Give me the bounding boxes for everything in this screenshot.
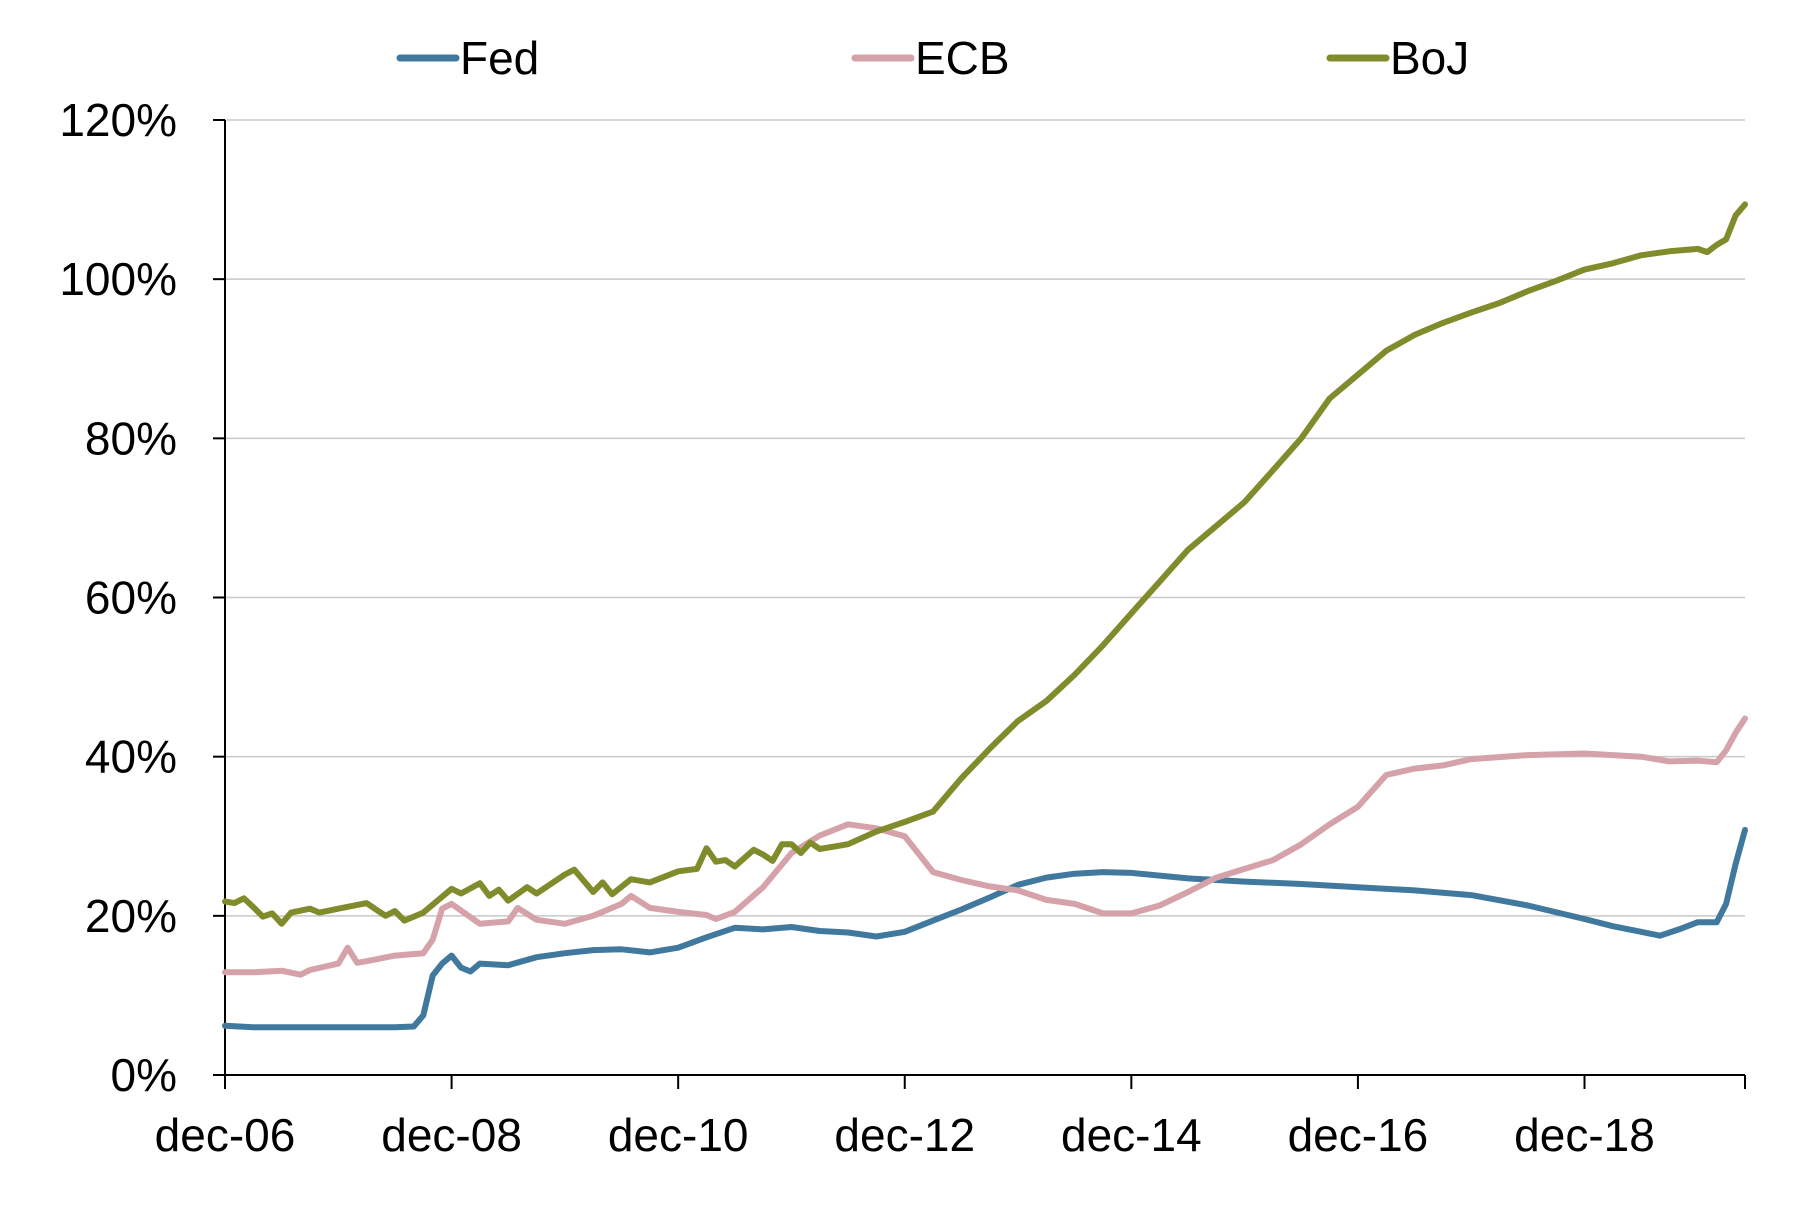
series-line-ecb — [222, 715, 1748, 978]
y-tick-label: 100% — [59, 253, 177, 305]
y-tick-label: 0% — [111, 1049, 177, 1101]
x-tick-label: dec-18 — [1514, 1109, 1655, 1161]
legend-label-ecb: ECB — [915, 32, 1010, 84]
legend-label-boj: BoJ — [1390, 32, 1469, 84]
y-tick-label: 20% — [85, 890, 177, 942]
x-tick-label: dec-14 — [1061, 1109, 1202, 1161]
series-line-fed — [222, 826, 1748, 1031]
legend-label-fed: Fed — [460, 32, 539, 84]
series-line-boj — [222, 201, 1748, 927]
x-tick-label: dec-16 — [1288, 1109, 1429, 1161]
y-tick-label: 40% — [85, 731, 177, 783]
y-tick-label: 80% — [85, 412, 177, 464]
x-tick-label: dec-06 — [155, 1109, 296, 1161]
gridlines — [225, 119, 1745, 917]
legend: Fed ECB BoJ — [396, 32, 1469, 84]
x-tick-label: dec-10 — [608, 1109, 749, 1161]
x-tick-label: dec-12 — [834, 1109, 975, 1161]
y-tick-label: 60% — [85, 572, 177, 624]
y-axis-ticks: 0% 20% 40% 60% 80% 100% 120% — [59, 94, 225, 1101]
x-tick-label: dec-08 — [381, 1109, 522, 1161]
x-axis-ticks: dec-06 dec-08 dec-10 dec-12 dec-14 dec-16 dec-… — [155, 1075, 1746, 1161]
y-tick-label: 120% — [59, 94, 177, 146]
series-lines — [222, 201, 1748, 1031]
